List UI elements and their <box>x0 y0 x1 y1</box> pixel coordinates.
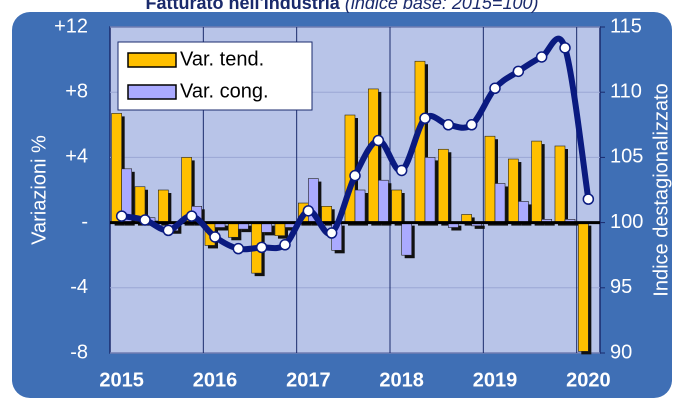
index-point <box>162 224 175 237</box>
bar <box>228 222 239 238</box>
bar <box>354 189 366 223</box>
bar <box>274 222 286 236</box>
legend-swatch <box>127 52 177 68</box>
bar <box>437 148 449 223</box>
bar <box>494 183 506 223</box>
x-tick-label: 2018 <box>379 369 424 391</box>
bar <box>321 206 332 223</box>
index-point <box>582 193 595 205</box>
x-tick-label: 2019 <box>473 369 518 391</box>
y-tick-label: +4 <box>65 146 88 168</box>
y2-tick-label: 110 <box>610 80 642 102</box>
x-tick-label: 2015 <box>99 369 144 391</box>
index-point <box>255 241 268 254</box>
bar <box>378 179 389 223</box>
bar <box>158 189 169 223</box>
bar <box>367 88 379 223</box>
index-point <box>489 82 501 95</box>
bar <box>554 145 566 223</box>
index-point <box>395 164 408 177</box>
index-point <box>512 65 525 78</box>
index-point <box>185 210 198 222</box>
legend-label: Var. tend. <box>180 48 264 70</box>
y2-tick-label: 100 <box>610 211 643 233</box>
y2-tick-label: 105 <box>610 146 643 168</box>
bar-shadow <box>451 225 462 231</box>
bar <box>484 135 496 223</box>
index-point <box>535 51 548 63</box>
bar <box>531 140 542 223</box>
y-tick-label: -4 <box>70 276 88 298</box>
bar <box>424 157 436 223</box>
index-point <box>465 119 478 131</box>
index-point <box>232 242 245 255</box>
legend: Var. tend. Var. cong. <box>117 41 313 111</box>
y2-tick-label: 95 <box>610 276 632 298</box>
bar <box>507 158 519 223</box>
bar <box>577 222 589 352</box>
index-point <box>279 239 291 251</box>
y-tick-label: +12 <box>54 15 88 37</box>
title: Fatturato nell'industria <box>146 0 341 13</box>
index-point <box>559 42 571 54</box>
index-point <box>115 210 128 222</box>
index-point <box>442 119 455 131</box>
bar-shadow <box>474 225 485 229</box>
chart-title: Fatturato nell'industria (indice base: 2… <box>146 0 539 13</box>
bar-shadow <box>218 225 229 231</box>
x-tick-label: 2017 <box>286 369 331 391</box>
index-point <box>139 214 151 226</box>
y-tick-label: -8 <box>70 341 88 363</box>
index-point <box>209 231 221 243</box>
y-tick-label: +8 <box>65 80 88 102</box>
y-axis-title: Variazioni % <box>28 135 50 245</box>
subtitle: (indice base: 2015=100) <box>345 0 539 13</box>
index-point <box>419 112 431 125</box>
y-tick-label: - <box>81 211 88 233</box>
index-point <box>349 169 361 182</box>
x-tick-label: 2020 <box>566 369 611 391</box>
index-point <box>372 134 385 147</box>
x-tick-label: 2016 <box>193 369 238 391</box>
bar <box>401 222 412 256</box>
index-point <box>302 205 315 217</box>
y2-tick-label: 90 <box>610 341 632 363</box>
bar <box>111 113 122 223</box>
bar <box>518 201 529 223</box>
y2-tick-label: 115 <box>610 15 642 37</box>
legend-label: Var. cong. <box>180 80 269 102</box>
index-point <box>325 227 338 239</box>
bar <box>391 189 402 223</box>
y2-axis-title: Indice destagionalizzato <box>650 83 672 296</box>
legend-swatch <box>127 84 177 100</box>
